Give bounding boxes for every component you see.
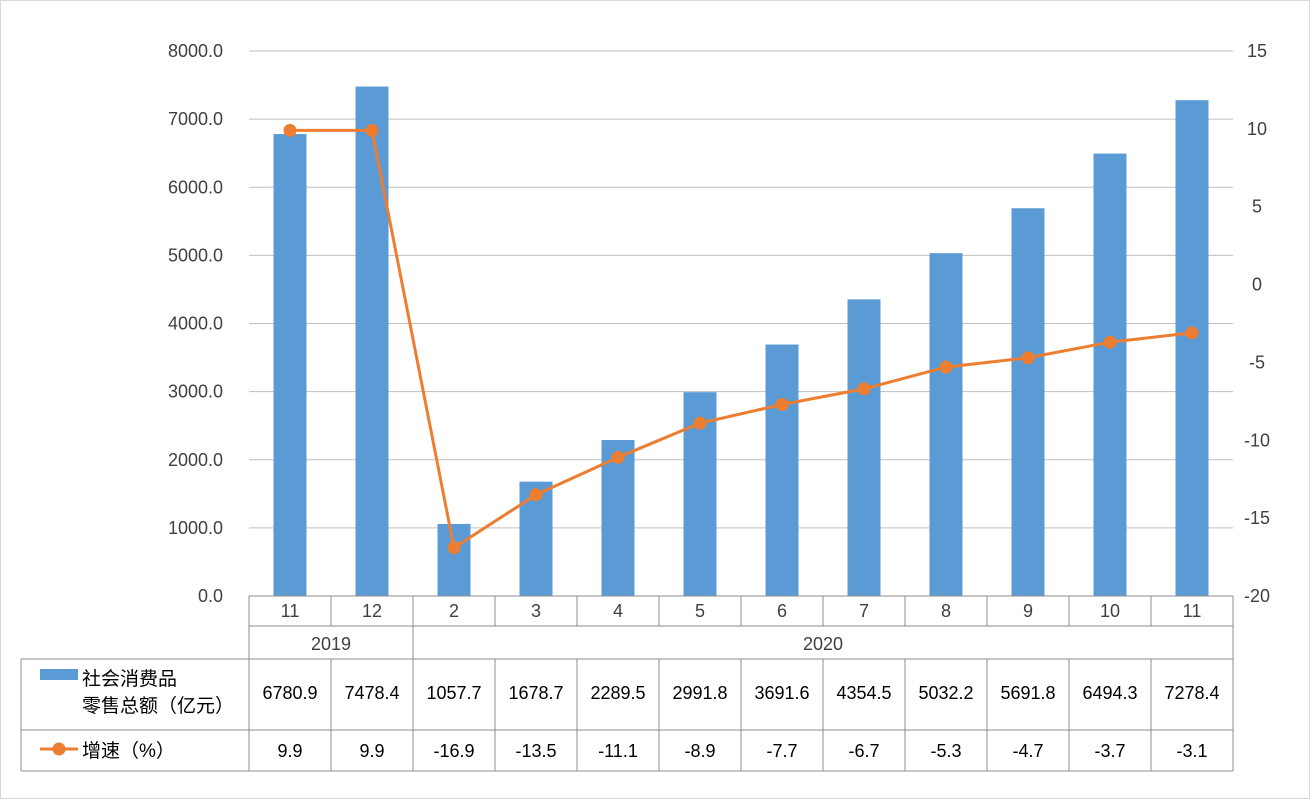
table-cell-sales: 1057.7 bbox=[426, 683, 481, 703]
table-cell-growth: -4.7 bbox=[1012, 741, 1043, 761]
table-cell-growth: 9.9 bbox=[359, 741, 384, 761]
right-axis-tick-label: -20 bbox=[1244, 586, 1270, 606]
bar bbox=[765, 344, 799, 596]
x-category-label: 4 bbox=[613, 601, 623, 621]
line-point bbox=[365, 123, 379, 137]
growth-line bbox=[290, 128, 1193, 550]
left-axis-ticks: 0.0 1000.0 2000.0 3000.0 4000.0 5000.0 6000.0 7… bbox=[168, 41, 223, 606]
line-point bbox=[1185, 326, 1199, 340]
left-axis-tick-label: 1000.0 bbox=[168, 518, 223, 538]
right-axis-tick-label: -10 bbox=[1244, 430, 1270, 450]
table-cell-growth: -7.7 bbox=[766, 741, 797, 761]
right-axis-tick-label: -15 bbox=[1244, 508, 1270, 528]
table-cell-sales: 6780.9 bbox=[262, 683, 317, 703]
bar bbox=[273, 134, 307, 596]
line-point bbox=[283, 123, 297, 137]
legend-label-sales: 社会消费品 bbox=[82, 668, 177, 690]
table-cell-sales: 6494.3 bbox=[1082, 683, 1137, 703]
x-category-label: 10 bbox=[1100, 601, 1120, 621]
x-category-label: 9 bbox=[1023, 601, 1033, 621]
bar bbox=[437, 523, 471, 596]
right-axis-tick-label: 10 bbox=[1247, 119, 1267, 139]
right-axis-tick-label: 5 bbox=[1252, 197, 1262, 217]
left-axis-tick-label: 3000.0 bbox=[168, 382, 223, 402]
right-axis-tick-label: 0 bbox=[1252, 275, 1262, 295]
table-cell-sales: 7278.4 bbox=[1164, 683, 1219, 703]
table-cell-growth: -8.9 bbox=[684, 741, 715, 761]
x-category-label: 7 bbox=[859, 601, 869, 621]
year-group-label: 2020 bbox=[803, 634, 843, 654]
table-cell-sales: 3691.6 bbox=[754, 683, 809, 703]
x-category-label: 6 bbox=[777, 601, 787, 621]
line-point bbox=[447, 541, 461, 555]
legend-line-marker bbox=[52, 742, 66, 756]
table-cell-sales: 7478.4 bbox=[344, 683, 399, 703]
line-point bbox=[529, 488, 543, 502]
gridlines bbox=[249, 50, 1233, 529]
left-axis-tick-label: 7000.0 bbox=[168, 109, 223, 129]
table-cell-sales: 5691.8 bbox=[1000, 683, 1055, 703]
x-category-label: 3 bbox=[531, 601, 541, 621]
left-axis-tick-label: 6000.0 bbox=[168, 177, 223, 197]
bar bbox=[929, 253, 963, 596]
table-cell-sales: 2991.8 bbox=[672, 683, 727, 703]
table-cell-growth: -11.1 bbox=[598, 741, 638, 761]
bar bbox=[847, 299, 881, 596]
table-cell-sales: 4354.5 bbox=[836, 683, 891, 703]
bar-series bbox=[273, 86, 1209, 596]
legend-label-growth: 增速（%） bbox=[82, 740, 175, 762]
table-cell-sales: 5032.2 bbox=[918, 683, 973, 703]
line-point bbox=[693, 416, 707, 430]
bar bbox=[601, 440, 635, 596]
bar bbox=[1011, 208, 1045, 596]
left-axis-tick-label: 2000.0 bbox=[168, 450, 223, 470]
legend-label-sales: 零售总额（亿元） bbox=[82, 695, 234, 717]
right-axis-ticks: -20 -15 -10 -5 0 5 10 15 bbox=[1244, 41, 1270, 606]
table-cell-growth: -3.7 bbox=[1094, 741, 1125, 761]
x-category-label: 8 bbox=[941, 601, 951, 621]
left-axis-tick-label: 0.0 bbox=[198, 586, 223, 606]
table-cell-growth: -3.1 bbox=[1176, 741, 1207, 761]
line-point bbox=[1103, 335, 1117, 349]
x-category-label: 11 bbox=[1183, 601, 1202, 621]
line-point bbox=[1021, 351, 1035, 365]
bar bbox=[1175, 100, 1209, 596]
line-point bbox=[939, 360, 953, 374]
line-point bbox=[611, 450, 625, 464]
data-table: 11 12 2 3 4 5 6 7 8 9 10 11 2019 2020 6780.9 7478.4 1057… bbox=[20, 595, 1234, 772]
x-category-label: 12 bbox=[362, 601, 382, 621]
table-cell-growth: -13.5 bbox=[515, 741, 556, 761]
x-category-label: 11 bbox=[281, 601, 300, 621]
x-category-label: 5 bbox=[695, 601, 705, 621]
x-category-label: 2 bbox=[449, 601, 459, 621]
right-axis-tick-label: -5 bbox=[1249, 352, 1265, 372]
left-axis-tick-label: 5000.0 bbox=[168, 245, 223, 265]
year-group-label: 2019 bbox=[311, 634, 351, 654]
bar bbox=[1093, 153, 1127, 596]
line-point bbox=[857, 382, 871, 396]
bar bbox=[355, 86, 389, 596]
line-series bbox=[283, 123, 1199, 555]
right-axis-tick-label: 15 bbox=[1247, 41, 1267, 61]
line-point bbox=[775, 397, 789, 411]
table-cell-growth: -6.7 bbox=[848, 741, 879, 761]
table-cell-sales: 2289.5 bbox=[590, 683, 645, 703]
table-cell-growth: 9.9 bbox=[277, 741, 302, 761]
left-axis-tick-label: 8000.0 bbox=[168, 41, 223, 61]
table-cell-growth: -5.3 bbox=[930, 741, 961, 761]
legend-bar-key bbox=[40, 669, 78, 680]
table-cell-growth: -16.9 bbox=[433, 741, 474, 761]
table-cell-sales: 1678.7 bbox=[508, 683, 563, 703]
left-axis-tick-label: 4000.0 bbox=[168, 314, 223, 334]
